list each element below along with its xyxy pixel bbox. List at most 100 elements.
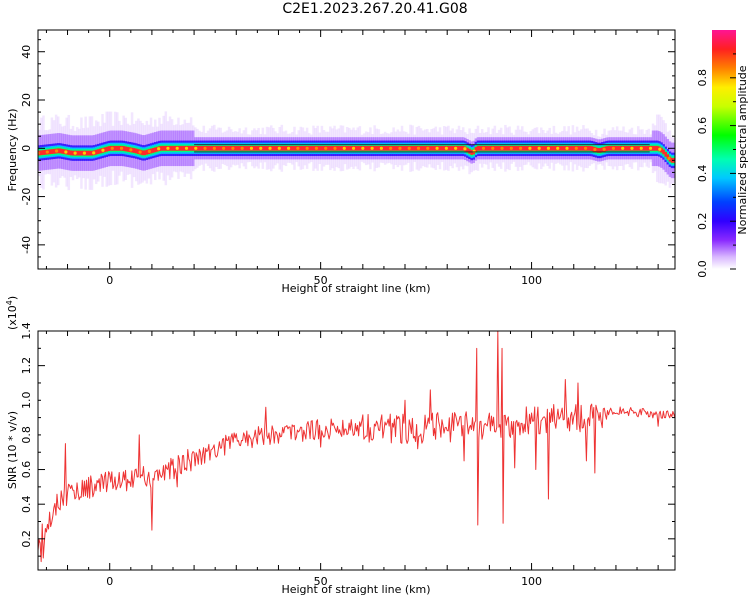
spectrogram-cell (601, 147, 604, 153)
spectrogram-cell (236, 145, 239, 151)
spectrogram-cell (660, 147, 663, 153)
colorbar-tick-label: 0.0 (696, 260, 709, 278)
spectrogram-peak (54, 149, 59, 153)
spectrogram-cell (86, 150, 90, 156)
spectrogram-cell (187, 145, 191, 151)
spectrogram-cell (289, 145, 292, 151)
spectrogram-peak (435, 146, 439, 150)
spectrogram-cell (88, 150, 92, 156)
spectrogram-heatmap (38, 111, 675, 191)
spectrogram-cell (44, 149, 47, 155)
spectrogram-cell (596, 147, 600, 153)
spectrogram-cell (468, 148, 471, 154)
spectrogram-cell (577, 145, 581, 151)
spectrogram-peak (45, 150, 49, 154)
snr-panel: 0 50 100 0.2 0.4 0.6 0.8 1.0 1.2 1.4 Height of st… (5, 296, 676, 596)
spectrogram-cell (571, 145, 575, 151)
spectrogram-peak (546, 146, 551, 150)
spectrogram-cell (69, 150, 73, 156)
spectrogram-panel: 0 50 100 -40 -20 0 20 40 Height of straight lin… (6, 29, 676, 295)
spectrogram-peak (621, 146, 625, 150)
spectrogram-cell (451, 145, 454, 151)
spectrogram-cell (656, 145, 659, 151)
spectrogram-peak (305, 146, 309, 150)
spectrogram-cell (299, 145, 303, 151)
spectrogram-cell (525, 145, 528, 151)
spectrogram-cell (634, 145, 638, 151)
spectrogram-peak (556, 146, 560, 150)
spectrogram-cell (516, 145, 520, 151)
x-tick-label: 50 (314, 575, 328, 588)
spectrogram-cell (179, 145, 182, 151)
spectrogram-peak (463, 147, 467, 151)
y-tick-label: 1.2 (20, 357, 33, 375)
spectrogram-cell (605, 146, 608, 152)
y-tick-label: 0.6 (20, 461, 33, 479)
spectrogram-cell (52, 148, 56, 154)
spectrogram-cell (191, 145, 195, 151)
spectrogram-cell (430, 145, 433, 151)
snr-frame (37, 330, 676, 571)
spectrogram-cell (118, 145, 121, 151)
spectrogram-cell (94, 149, 98, 155)
spectrogram-cell (558, 145, 562, 151)
x-tick-label: 0 (106, 575, 113, 588)
spectrogram-cell (116, 145, 119, 151)
colorbar-tick-label: 0.4 (696, 165, 709, 183)
spectrogram-cell (400, 145, 404, 151)
spectrogram-cell (337, 145, 341, 151)
spectrogram-cell (531, 145, 535, 151)
spectrogram-cell (590, 146, 594, 152)
spectrogram-peak (157, 147, 161, 151)
spectrogram-cell (632, 145, 636, 151)
spectrogram-cell (626, 145, 629, 151)
spectrogram-peak (519, 146, 523, 150)
spectrogram-cell (440, 145, 444, 151)
spectrogram-cell (392, 145, 395, 151)
spectrogram-peak (82, 151, 86, 155)
spectrogram-cell (135, 148, 138, 154)
colorbar-label: Normalized spectral amplitude (736, 65, 749, 234)
spectrogram-peak (398, 146, 402, 150)
spectrogram-cell (550, 145, 554, 151)
spectrogram-cell (588, 145, 592, 151)
spectrogram-cell (544, 145, 547, 151)
spectrogram-cell (78, 150, 81, 156)
spectrogram-cell (149, 148, 153, 154)
spectrogram-cell (282, 145, 286, 151)
spectrogram-cell (40, 150, 43, 156)
spectrogram-cell (485, 145, 488, 151)
y-tick-label: 1.4 (20, 322, 33, 340)
spectrogram-peak (166, 146, 170, 150)
spectrogram-peak (73, 151, 77, 155)
spectrogram-peak (249, 146, 254, 150)
spectrogram-cell (90, 150, 94, 156)
spectrogram-cell (303, 145, 307, 151)
colorbar-tick-label: 0.6 (696, 117, 709, 135)
snr-ticks: 0 50 100 0.2 0.4 0.6 0.8 1.0 1.2 1.4 (20, 322, 675, 588)
spectrogram-cell (413, 145, 416, 151)
spectrogram-cell (124, 146, 127, 152)
spectrogram-cell (466, 147, 469, 153)
spectrogram-cell (563, 145, 566, 151)
spectrogram-cell (122, 146, 125, 151)
spectrogram-cell (208, 145, 212, 151)
colorbar-ticks: 0.0 0.2 0.4 0.6 0.8 (696, 53, 736, 278)
spectrogram-cell (470, 150, 473, 155)
spectrogram-cell (310, 145, 313, 151)
spectrogram-peak (259, 146, 263, 150)
spectrogram-cell (263, 145, 267, 151)
spectrogram-cell (225, 145, 229, 151)
spectrogram-peak (92, 151, 96, 155)
spectrogram-cell (181, 145, 184, 151)
spectrogram-cell (369, 145, 372, 151)
y-tick-label: 0.8 (20, 426, 33, 444)
spectrogram-peak (370, 146, 374, 150)
spectrogram-peak (583, 146, 588, 150)
x-tick-label: 0 (106, 274, 113, 287)
spectrogram-cell (206, 145, 210, 151)
spectrogram-cell (373, 145, 376, 151)
spectrogram-cell (75, 150, 79, 156)
chart-title: C2E1.2023.267.20.41.G08 (282, 1, 468, 17)
spectrogram-peak (574, 146, 578, 150)
